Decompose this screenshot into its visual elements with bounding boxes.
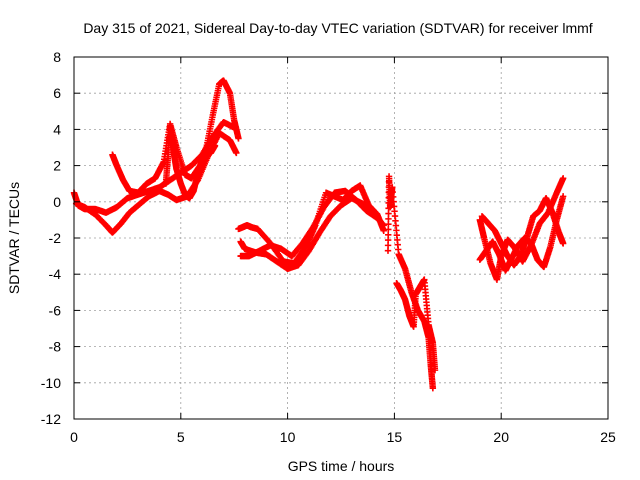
y-tick-label: -12: [41, 411, 61, 427]
x-tick-label: 10: [280, 429, 296, 445]
x-tick-label: 5: [177, 429, 185, 445]
grid: [74, 57, 608, 419]
data-points: [70, 77, 567, 392]
series-track-4: [162, 122, 219, 202]
x-tick-label: 20: [493, 429, 509, 445]
data-point: [559, 193, 567, 200]
series-track-8: [384, 173, 437, 392]
data-point: [559, 175, 567, 182]
y-tick-label: 0: [53, 194, 61, 210]
data-point: [235, 135, 242, 142]
y-tick-label: 8: [53, 49, 61, 65]
chart-title: Day 315 of 2021, Sidereal Day-to-day VTE…: [83, 20, 592, 36]
y-tick-label: -4: [49, 266, 62, 282]
series-track-7: [235, 182, 387, 267]
y-tick-label: -8: [49, 339, 62, 355]
data-point: [380, 227, 387, 234]
x-axis-label: GPS time / hours: [288, 458, 395, 474]
data-point: [233, 149, 240, 157]
y-tick-label: 2: [53, 158, 61, 174]
y-tick-label: -6: [49, 302, 62, 318]
y-tick-label: 4: [53, 121, 61, 137]
data-point: [211, 142, 219, 149]
y-tick-label: -2: [49, 230, 62, 246]
y-tick-label: -10: [41, 375, 61, 391]
y-axis-label: SDTVAR / TECUs: [6, 182, 22, 294]
series-track-12: [478, 194, 567, 269]
data-point: [559, 240, 567, 247]
y-tick-label: 6: [53, 85, 61, 101]
series-track-1: [70, 118, 238, 216]
data-point: [431, 366, 439, 374]
x-tick-label: 15: [387, 429, 403, 445]
axis-ticks: 0 5 10 15 20 25 -12 -10 -8 -6 -4 -2 0 2 4 6 8: [41, 49, 616, 445]
data-point: [429, 385, 437, 392]
x-tick-label: 0: [70, 429, 78, 445]
x-tick-label: 25: [600, 429, 616, 445]
series-track-9: [393, 276, 439, 374]
series-track-2: [72, 129, 240, 236]
